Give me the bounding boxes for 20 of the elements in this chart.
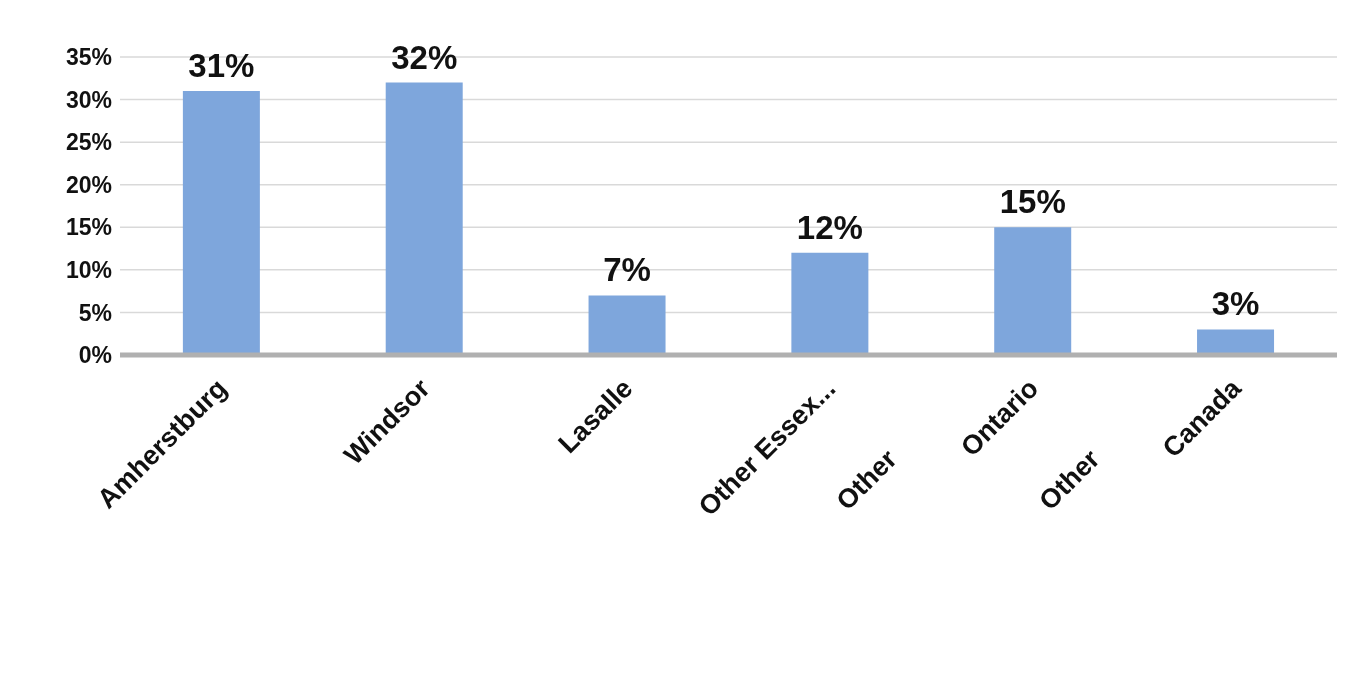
bar	[182, 91, 260, 355]
data-label: 12%	[796, 208, 863, 246]
bar	[791, 252, 869, 355]
y-tick-label: 30%	[65, 86, 112, 113]
y-tick-label: 20%	[65, 171, 112, 198]
bar	[385, 82, 463, 355]
y-tick-label: 35%	[65, 44, 112, 71]
y-tick-label: 25%	[65, 129, 112, 156]
y-tick-label: 10%	[65, 257, 112, 284]
bar	[588, 295, 666, 355]
y-tick-label: 0%	[78, 342, 112, 369]
bar	[1197, 329, 1275, 355]
data-label: 3%	[1211, 285, 1260, 323]
bar	[994, 227, 1072, 355]
y-tick-label: 15%	[65, 214, 112, 241]
data-label: 32%	[391, 38, 458, 76]
y-tick-label: 5%	[78, 299, 112, 326]
data-label: 31%	[188, 47, 255, 85]
data-label: 7%	[603, 251, 651, 289]
data-label: 15%	[999, 183, 1066, 221]
